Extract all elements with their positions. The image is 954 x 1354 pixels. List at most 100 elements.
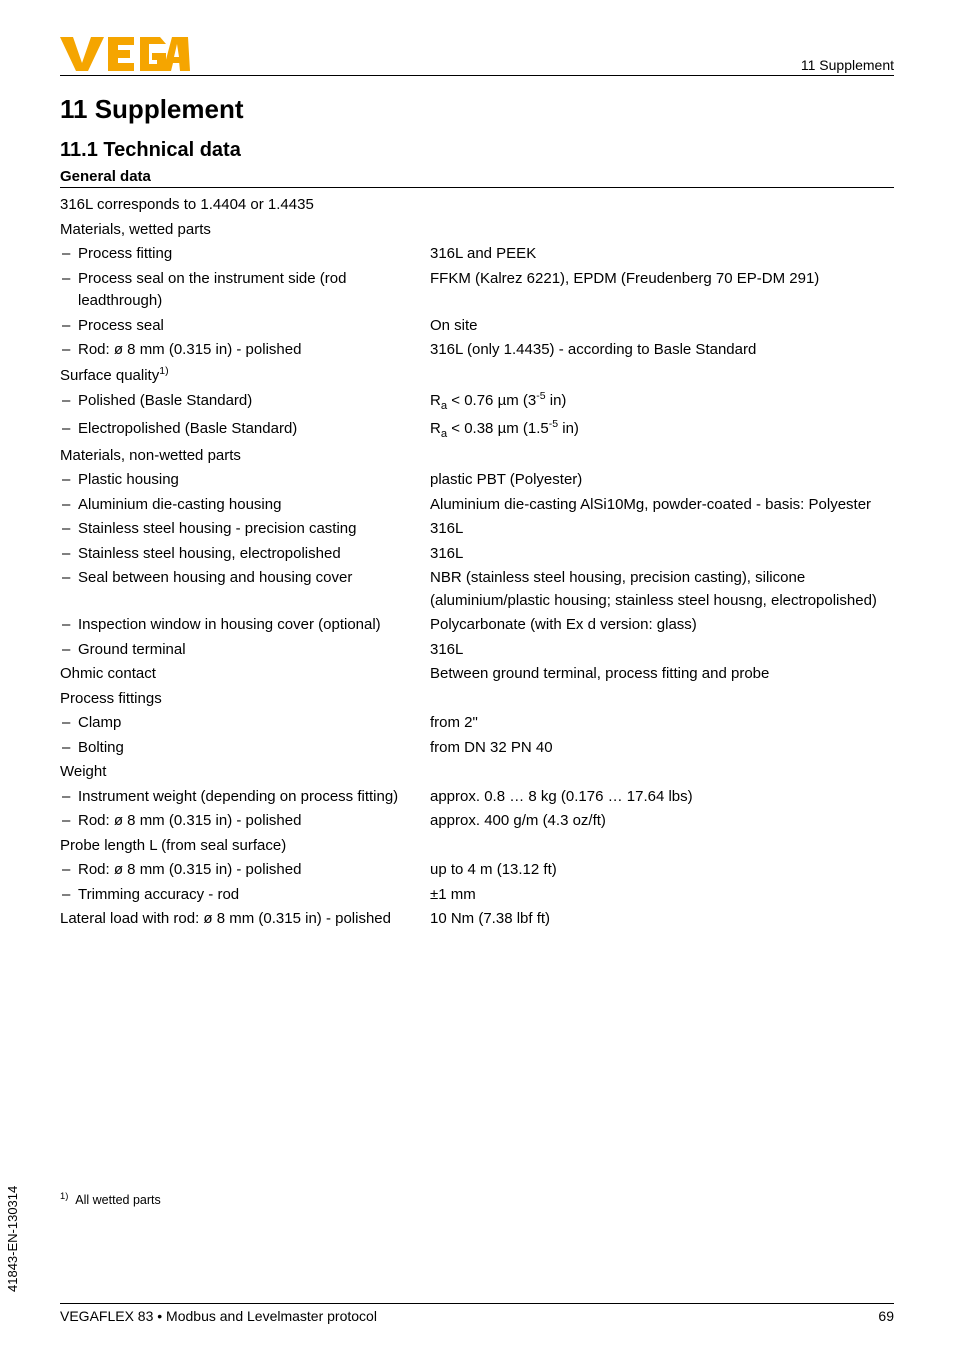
bullet-dash-icon: – xyxy=(60,494,78,517)
spec-label: Aluminium die-casting housing xyxy=(78,494,430,517)
subsection-title: 11.1 Technical data xyxy=(60,139,894,162)
spec-value: approx. 0.8 … 8 kg (0.176 … 17.64 lbs) xyxy=(430,786,894,809)
spec-label: Inspection window in housing cover (opti… xyxy=(78,614,430,637)
spec-label: Probe length L (from seal surface) xyxy=(60,835,894,858)
bullet-dash-icon: – xyxy=(60,567,78,590)
spec-bullet-line: –Electropolished (Basle Standard)Ra < 0.… xyxy=(60,417,894,443)
bullet-dash-icon: – xyxy=(60,243,78,266)
spec-label: Instrument weight (depending on process … xyxy=(78,786,430,809)
footer-left: VEGAFLEX 83 • Modbus and Levelmaster pro… xyxy=(60,1308,377,1324)
footnote: 1) All wetted parts xyxy=(60,1191,894,1207)
bullet-dash-icon: – xyxy=(60,268,78,291)
spec-label: Weight xyxy=(60,761,894,784)
spec-value: 316L and PEEK xyxy=(430,243,894,266)
spec-value: 316L xyxy=(430,543,894,566)
spec-bullet-line: –Stainless steel housing - precision cas… xyxy=(60,518,894,541)
spec-value: NBR (stainless steel housing, precision … xyxy=(430,567,894,612)
bullet-dash-icon: – xyxy=(60,543,78,566)
spec-plain-line: Surface quality1) xyxy=(60,364,894,388)
spec-plain-line: Materials, non-wetted parts xyxy=(60,445,894,468)
spec-label: Materials, non-wetted parts xyxy=(60,445,894,468)
spec-label: Process seal xyxy=(78,315,430,338)
spec-label: Process fitting xyxy=(78,243,430,266)
bullet-dash-icon: – xyxy=(60,639,78,662)
page: 11 Supplement 11 Supplement 11.1 Technic… xyxy=(0,0,954,1354)
spec-rows: 316L corresponds to 1.4404 or 1.4435Mate… xyxy=(60,194,894,931)
spec-label: Rod: ø 8 mm (0.315 in) - polished xyxy=(78,810,430,833)
spec-label: 316L corresponds to 1.4404 or 1.4435 xyxy=(60,194,894,217)
spec-value: Between ground terminal, process fitting… xyxy=(430,663,894,686)
spec-value: 316L xyxy=(430,518,894,541)
spec-bullet-line: –Process seal on the instrument side (ro… xyxy=(60,268,894,313)
spec-bullet-line: –Polished (Basle Standard)Ra < 0.76 µm (… xyxy=(60,389,894,415)
spec-value: 10 Nm (7.38 lbf ft) xyxy=(430,908,894,931)
spec-bullet-line: –Rod: ø 8 mm (0.315 in) - polishedapprox… xyxy=(60,810,894,833)
spec-label: Materials, wetted parts xyxy=(60,219,894,242)
bullet-dash-icon: – xyxy=(60,518,78,541)
spec-label: Polished (Basle Standard) xyxy=(78,390,430,413)
footer-page-number: 69 xyxy=(878,1308,894,1324)
spec-label: Ohmic contact xyxy=(60,663,430,686)
spec-label: Process seal on the instrument side (rod… xyxy=(78,268,430,313)
spec-bullet-line: –Ground terminal316L xyxy=(60,639,894,662)
spec-plain-line: Process fittings xyxy=(60,688,894,711)
spec-bullet-line: –Trimming accuracy - rod±1 mm xyxy=(60,884,894,907)
bullet-dash-icon: – xyxy=(60,315,78,338)
header-section-label: 11 Supplement xyxy=(801,57,894,73)
spec-bullet-line: –Boltingfrom DN 32 PN 40 xyxy=(60,737,894,760)
bullet-dash-icon: – xyxy=(60,418,78,441)
bullet-dash-icon: – xyxy=(60,737,78,760)
spec-value: Ra < 0.76 µm (3-5 in) xyxy=(430,389,894,415)
spec-label: Seal between housing and housing cover xyxy=(78,567,430,590)
spec-plain-line: Materials, wetted parts xyxy=(60,219,894,242)
spec-kv-line: Ohmic contactBetween ground terminal, pr… xyxy=(60,663,894,686)
footer-row: VEGAFLEX 83 • Modbus and Levelmaster pro… xyxy=(60,1303,894,1324)
spec-value: from 2" xyxy=(430,712,894,735)
spec-label: Stainless steel housing - precision cast… xyxy=(78,518,430,541)
spec-label: Bolting xyxy=(78,737,430,760)
spec-value: from DN 32 PN 40 xyxy=(430,737,894,760)
bullet-dash-icon: – xyxy=(60,786,78,809)
spec-label: Trimming accuracy - rod xyxy=(78,884,430,907)
spec-label: Clamp xyxy=(78,712,430,735)
spec-plain-line: Weight xyxy=(60,761,894,784)
spec-value: Polycarbonate (with Ex d version: glass) xyxy=(430,614,894,637)
spec-plain-line: 316L corresponds to 1.4404 or 1.4435 xyxy=(60,194,894,217)
vega-logo xyxy=(60,35,190,73)
bullet-dash-icon: – xyxy=(60,810,78,833)
spec-label: Lateral load with rod: ø 8 mm (0.315 in)… xyxy=(60,908,430,931)
bullet-dash-icon: – xyxy=(60,884,78,907)
spec-bullet-line: –Inspection window in housing cover (opt… xyxy=(60,614,894,637)
spec-label: Ground terminal xyxy=(78,639,430,662)
spec-value: approx. 400 g/m (4.3 oz/ft) xyxy=(430,810,894,833)
footnote-text: All wetted parts xyxy=(75,1193,160,1207)
spec-bullet-line: –Process sealOn site xyxy=(60,315,894,338)
spec-kv-line: Lateral load with rod: ø 8 mm (0.315 in)… xyxy=(60,908,894,931)
spec-value: up to 4 m (13.12 ft) xyxy=(430,859,894,882)
block-heading: General data xyxy=(60,168,894,188)
spec-label: Rod: ø 8 mm (0.315 in) - polished xyxy=(78,859,430,882)
spec-bullet-line: –Stainless steel housing, electropolishe… xyxy=(60,543,894,566)
header-row: 11 Supplement xyxy=(60,35,894,76)
bullet-dash-icon: – xyxy=(60,712,78,735)
spec-label: Electropolished (Basle Standard) xyxy=(78,418,430,441)
spec-value: ±1 mm xyxy=(430,884,894,907)
spec-value: On site xyxy=(430,315,894,338)
spec-value: plastic PBT (Polyester) xyxy=(430,469,894,492)
spec-value: FFKM (Kalrez 6221), EPDM (Freudenberg 70… xyxy=(430,268,894,291)
spec-label: Process fittings xyxy=(60,688,894,711)
spec-bullet-line: –Rod: ø 8 mm (0.315 in) - polishedup to … xyxy=(60,859,894,882)
bullet-dash-icon: – xyxy=(60,614,78,637)
spec-value: 316L xyxy=(430,639,894,662)
spec-value: 316L (only 1.4435) - according to Basle … xyxy=(430,339,894,362)
spec-value: Ra < 0.38 µm (1.5-5 in) xyxy=(430,417,894,443)
side-document-code: 41843-EN-130314 xyxy=(5,1186,20,1292)
spec-plain-line: Probe length L (from seal surface) xyxy=(60,835,894,858)
spec-bullet-line: –Clampfrom 2" xyxy=(60,712,894,735)
spec-label: Stainless steel housing, electropolished xyxy=(78,543,430,566)
footnote-marker: 1) xyxy=(60,1191,68,1201)
spec-bullet-line: –Seal between housing and housing coverN… xyxy=(60,567,894,612)
spec-label: Rod: ø 8 mm (0.315 in) - polished xyxy=(78,339,430,362)
bullet-dash-icon: – xyxy=(60,339,78,362)
spec-value: Aluminium die-casting AlSi10Mg, powder-c… xyxy=(430,494,894,517)
